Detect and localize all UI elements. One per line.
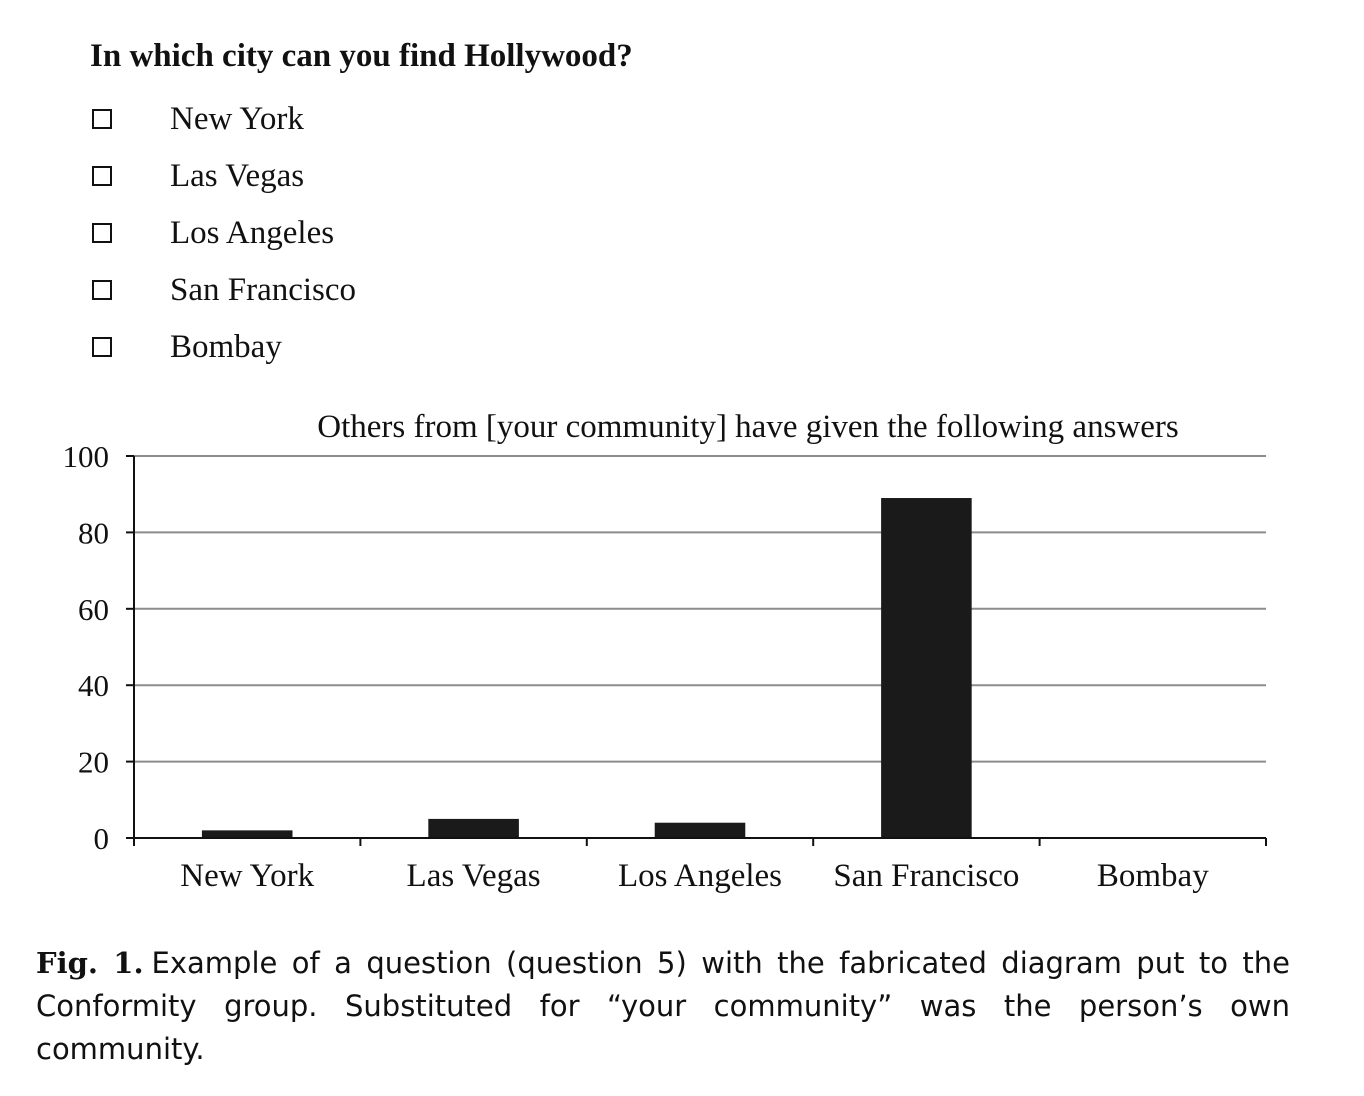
answer-option-san-francisco[interactable]: San Francisco (92, 261, 356, 318)
answer-option-las-vegas[interactable]: Las Vegas (92, 147, 356, 204)
checkbox-las-vegas[interactable] (92, 165, 112, 186)
option-label-las-vegas: Las Vegas (170, 157, 305, 194)
y-tick-label-80: 80 (78, 515, 109, 550)
question-title: In which city can you find Hollywood? (90, 38, 633, 74)
answer-option-new-york[interactable]: New York (92, 90, 356, 147)
figure-caption: Fig. 1. Example of a question (question 5… (36, 942, 1290, 1071)
answer-option-bombay[interactable]: Bombay (92, 318, 356, 375)
caption-label: Fig. 1. (36, 946, 144, 980)
y-tick-label-20: 20 (78, 745, 109, 780)
answer-options: New York Las Vegas Los Angeles San Franc… (92, 90, 356, 375)
bar-chart: Others from [your community] have given … (63, 409, 1267, 894)
checkbox-san-francisco[interactable] (92, 279, 112, 300)
x-tick-label-los-angeles: Los Angeles (618, 858, 782, 894)
caption-text: Example of a question (question 5) with … (36, 946, 1290, 1066)
checkbox-bombay[interactable] (92, 336, 112, 357)
answer-option-los-angeles[interactable]: Los Angeles (92, 204, 356, 261)
x-tick-label-new-york: New York (180, 858, 314, 894)
bar-san-francisco (881, 498, 972, 838)
checkbox-los-angeles[interactable] (92, 222, 112, 243)
option-label-new-york: New York (170, 100, 304, 137)
y-tick-label-40: 40 (78, 668, 109, 703)
bar-las-vegas (428, 818, 519, 838)
x-tick-label-las-vegas: Las Vegas (407, 858, 541, 894)
grid-lines (134, 455, 1266, 763)
axes (126, 455, 1267, 846)
chart-title: Others from [your community] have given … (317, 409, 1178, 445)
option-label-bombay: Bombay (170, 328, 282, 365)
checkbox-new-york[interactable] (92, 108, 112, 129)
option-label-san-francisco: San Francisco (170, 271, 357, 308)
y-tick-label-0: 0 (94, 821, 110, 856)
x-tick-label-san-francisco: San Francisco (833, 858, 1019, 894)
bar-new-york (201, 830, 293, 838)
bars (201, 498, 972, 838)
bar-los-angeles (654, 822, 746, 838)
x-tick-labels: New York Las Vegas Los Angeles San Francisc… (180, 858, 1209, 894)
option-label-los-angeles: Los Angeles (170, 214, 335, 251)
x-tick-label-bombay: Bombay (1097, 858, 1209, 894)
y-tick-label-60: 60 (78, 592, 109, 627)
y-tick-label-100: 100 (63, 439, 110, 474)
y-tick-labels: 0 20 40 60 80 100 (63, 439, 110, 856)
